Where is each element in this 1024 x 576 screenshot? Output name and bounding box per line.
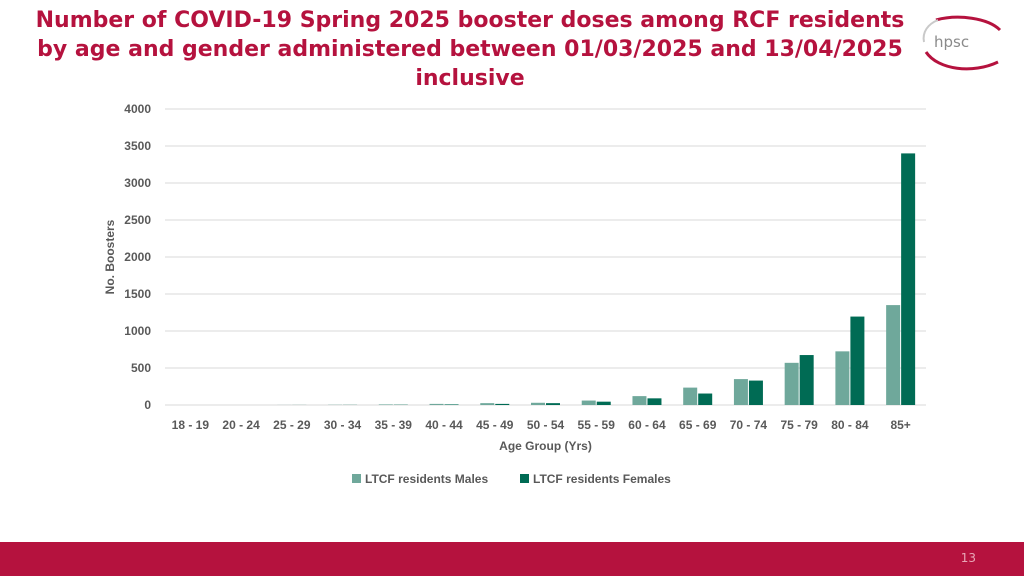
bar-males	[683, 387, 698, 405]
page-number: 13	[960, 551, 976, 565]
bar-females	[850, 316, 865, 405]
bar-females	[698, 393, 713, 405]
bar-females	[799, 355, 814, 405]
logo-text: hpsc	[934, 33, 970, 51]
x-tick-label: 18 - 19	[172, 418, 210, 432]
x-tick-label: 35 - 39	[375, 418, 413, 432]
x-axis-title: Age Group (Yrs)	[499, 439, 592, 453]
bar-males	[378, 404, 393, 405]
y-tick-label: 3000	[124, 176, 151, 190]
bar-males	[784, 362, 799, 405]
bar-males	[480, 403, 495, 405]
y-tick-label: 3500	[124, 139, 151, 153]
y-tick-label: 2500	[124, 213, 151, 227]
y-tick-label: 1500	[124, 287, 151, 301]
bar-males	[733, 379, 748, 405]
legend-label: LTCF residents Males	[365, 472, 488, 486]
legend-label: LTCF residents Females	[533, 472, 671, 486]
bar-males	[632, 396, 647, 405]
bar-females	[444, 404, 459, 405]
x-tick-label: 75 - 79	[780, 418, 818, 432]
footer-bar	[0, 542, 1024, 576]
bar-males	[886, 305, 901, 405]
x-tick-label: 45 - 49	[476, 418, 514, 432]
bar-males	[429, 403, 444, 405]
bar-females	[596, 401, 611, 405]
page-title: Number of COVID-19 Spring 2025 booster d…	[35, 8, 905, 91]
x-tick-label: 55 - 59	[578, 418, 616, 432]
x-tick-label: 80 - 84	[831, 418, 869, 432]
y-tick-label: 500	[131, 361, 151, 375]
legend-swatch	[352, 474, 361, 483]
x-tick-label: 85+	[890, 418, 910, 432]
x-tick-label: 65 - 69	[679, 418, 717, 432]
y-tick-label: 0	[144, 398, 151, 412]
x-tick-label: 30 - 34	[324, 418, 362, 432]
y-tick-label: 4000	[124, 102, 151, 116]
y-tick-label: 2000	[124, 250, 151, 264]
x-tick-label: 40 - 44	[425, 418, 463, 432]
bar-females	[495, 403, 510, 405]
x-tick-label: 25 - 29	[273, 418, 311, 432]
bar-males	[531, 402, 545, 405]
legend-swatch	[520, 474, 529, 483]
bar-chart: 0 500 1000 1500 2000 2500 3000 3500 4000 18 - 19 2…	[103, 102, 926, 486]
x-tick-label: 60 - 64	[628, 418, 666, 432]
y-tick-label: 1000	[124, 324, 151, 338]
bar-males	[835, 351, 850, 405]
bar-females	[546, 403, 560, 405]
y-axis-title: No. Boosters	[103, 219, 117, 294]
x-tick-label: 20 - 24	[222, 418, 260, 432]
hpsc-logo	[922, 15, 1002, 71]
x-tick-label: 50 - 54	[527, 418, 565, 432]
bar-males	[581, 400, 596, 405]
x-tick-label: 70 - 74	[730, 418, 768, 432]
bar-females	[748, 380, 763, 405]
bar-females	[647, 398, 662, 405]
bar-females	[901, 153, 916, 405]
